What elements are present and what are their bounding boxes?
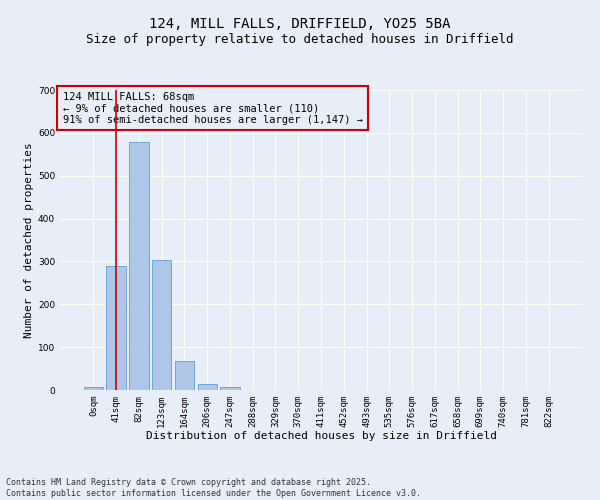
Text: Size of property relative to detached houses in Driffield: Size of property relative to detached ho… [86,32,514,46]
Text: 124, MILL FALLS, DRIFFIELD, YO25 5BA: 124, MILL FALLS, DRIFFIELD, YO25 5BA [149,18,451,32]
Bar [84,386,103,390]
Bar [106,266,126,390]
Bar [175,361,194,390]
Bar [152,260,172,390]
Y-axis label: Number of detached properties: Number of detached properties [24,142,34,338]
X-axis label: Distribution of detached houses by size in Driffield: Distribution of detached houses by size … [146,432,497,442]
Bar [220,386,239,390]
Bar [129,142,149,390]
Bar [197,384,217,390]
Text: 124 MILL FALLS: 68sqm
← 9% of detached houses are smaller (110)
91% of semi-deta: 124 MILL FALLS: 68sqm ← 9% of detached h… [62,92,362,124]
Text: Contains HM Land Registry data © Crown copyright and database right 2025.
Contai: Contains HM Land Registry data © Crown c… [6,478,421,498]
